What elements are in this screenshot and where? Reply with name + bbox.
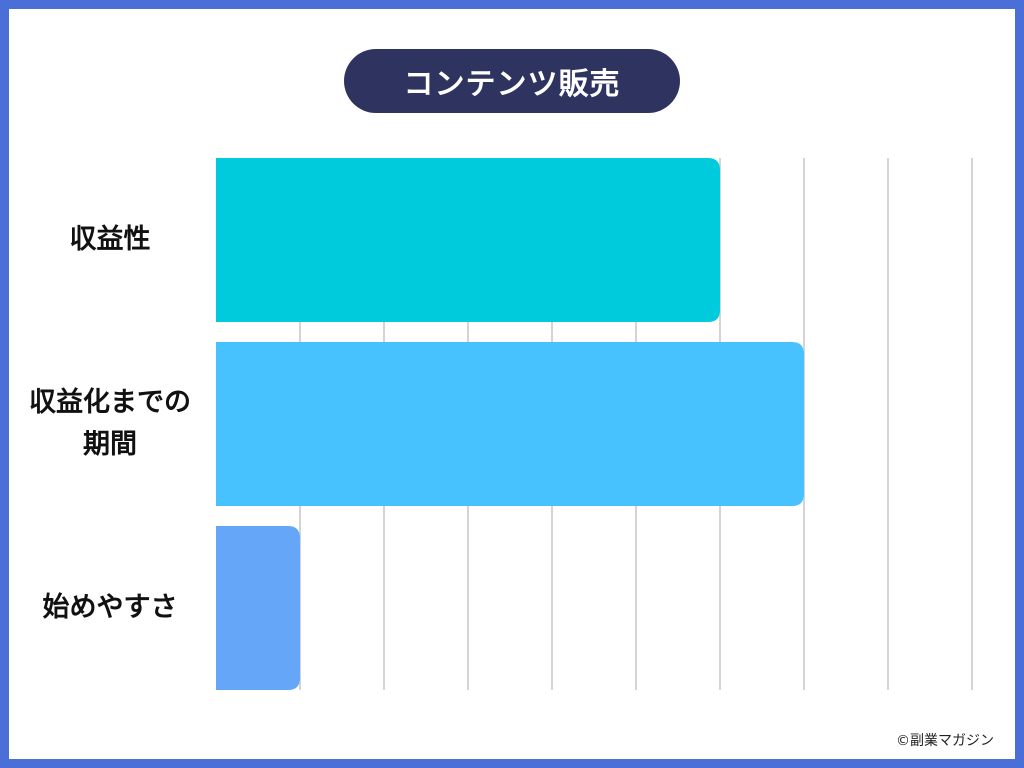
- bar: [216, 158, 720, 322]
- category-label: 収益化までの 期間: [29, 387, 191, 460]
- bar: [216, 342, 804, 506]
- chart-title: コンテンツ販売: [344, 49, 680, 113]
- bar: [216, 526, 300, 690]
- credit-text: ©副業マガジン: [896, 733, 994, 749]
- category-label: 収益性: [69, 224, 151, 255]
- category-label: 始めやすさ: [42, 592, 178, 623]
- bars: [216, 158, 804, 690]
